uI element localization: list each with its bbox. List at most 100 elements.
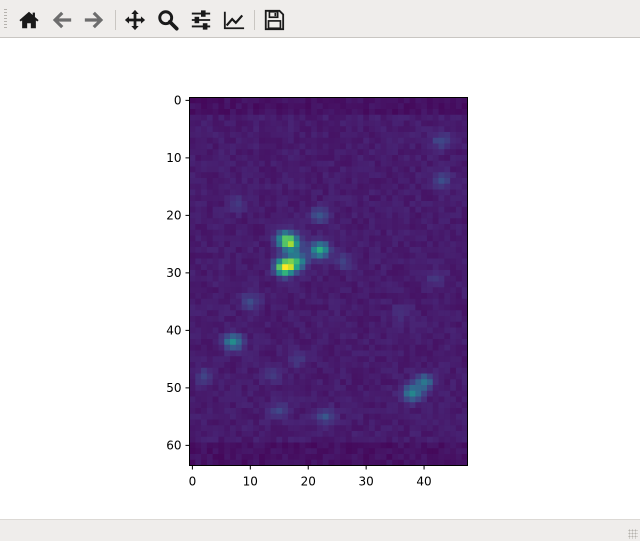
heatmap-cell bbox=[206, 155, 214, 162]
heatmap-cell bbox=[322, 206, 329, 213]
heatmap-cell bbox=[403, 304, 410, 311]
pan-button[interactable] bbox=[122, 7, 148, 33]
heatmap-cell bbox=[444, 137, 451, 144]
heatmap-cell bbox=[426, 293, 434, 300]
heatmap-cell bbox=[201, 431, 208, 438]
heatmap-cell bbox=[415, 252, 422, 259]
configure-subplots-button[interactable] bbox=[188, 7, 214, 33]
heatmap-cell bbox=[322, 454, 329, 461]
heatmap-cell bbox=[380, 310, 387, 317]
heatmap-cell bbox=[276, 310, 283, 317]
heatmap-cell bbox=[351, 396, 358, 403]
heatmap-cell bbox=[380, 155, 387, 162]
heatmap-cell bbox=[322, 327, 329, 334]
heatmap-cell bbox=[218, 419, 225, 426]
heatmap-cell bbox=[398, 206, 405, 213]
heatmap-cell bbox=[264, 247, 271, 254]
home-button[interactable] bbox=[16, 7, 42, 33]
heatmap-cell bbox=[380, 333, 387, 340]
heatmap-cell bbox=[230, 183, 237, 190]
heatmap-cell bbox=[316, 229, 324, 236]
heatmap-cell bbox=[409, 160, 416, 167]
heatmap-cell bbox=[305, 103, 312, 110]
heatmap-cell bbox=[374, 172, 382, 179]
heatmap-cell bbox=[270, 103, 277, 110]
heatmap-cell bbox=[264, 459, 271, 466]
heatmap-cell bbox=[276, 413, 283, 420]
heatmap-cell bbox=[293, 287, 300, 294]
heatmap-cell bbox=[270, 270, 277, 277]
heatmap-cell bbox=[363, 321, 370, 328]
heatmap-cell bbox=[287, 132, 295, 139]
heatmap-cell bbox=[299, 459, 306, 466]
heatmap-cell bbox=[201, 258, 208, 265]
heatmap-cell bbox=[282, 431, 289, 438]
heatmap-cell bbox=[444, 149, 451, 156]
heatmap-cell bbox=[444, 390, 451, 397]
heatmap-cell bbox=[374, 408, 382, 415]
heatmap-cell bbox=[212, 459, 219, 466]
resize-grip[interactable] bbox=[628, 529, 638, 539]
heatmap-cell bbox=[201, 247, 208, 254]
heatmap-cell bbox=[328, 212, 335, 219]
heatmap-cell bbox=[461, 327, 468, 334]
heatmap-cell bbox=[345, 339, 353, 346]
back-button[interactable] bbox=[49, 7, 75, 33]
heatmap-cell bbox=[421, 114, 428, 121]
heatmap-cell bbox=[461, 350, 468, 357]
heatmap-cell bbox=[224, 132, 231, 139]
heatmap-cell bbox=[403, 183, 410, 190]
heatmap-cell bbox=[369, 344, 376, 351]
heatmap-cell bbox=[201, 201, 208, 208]
figure-canvas[interactable]: 0 10 20 30 40 0 10 20 30 40 50 60 bbox=[0, 38, 640, 519]
heatmap-cell bbox=[398, 362, 405, 369]
edit-axis-button[interactable] bbox=[221, 7, 247, 33]
heatmap-cell bbox=[247, 212, 254, 219]
heatmap-cell bbox=[287, 143, 295, 150]
heatmap-cell bbox=[357, 235, 364, 242]
heatmap-cell bbox=[195, 327, 202, 334]
heatmap-cell bbox=[369, 218, 376, 225]
zoom-button[interactable] bbox=[155, 7, 181, 33]
heatmap-cell bbox=[241, 448, 248, 455]
toolbar-grip[interactable] bbox=[4, 9, 7, 29]
heatmap-cell bbox=[426, 206, 434, 213]
heatmap-cell bbox=[270, 189, 277, 196]
heatmap-cell bbox=[259, 459, 266, 466]
heatmap-cell bbox=[432, 350, 439, 357]
heatmap-cell bbox=[259, 293, 266, 300]
heatmap-cell bbox=[392, 425, 399, 432]
forward-button[interactable] bbox=[81, 7, 107, 33]
heatmap-cell bbox=[334, 137, 341, 144]
heatmap-cell bbox=[270, 264, 277, 271]
heatmap-cell bbox=[409, 287, 416, 294]
heatmap-cell bbox=[224, 362, 231, 369]
heatmap-cell bbox=[206, 373, 214, 380]
heatmap-cell bbox=[432, 160, 439, 167]
heatmap-cell bbox=[311, 247, 318, 254]
heatmap-cell bbox=[264, 178, 271, 185]
heatmap-cell bbox=[282, 385, 289, 392]
heatmap-cell bbox=[369, 379, 376, 386]
heatmap-cell bbox=[450, 270, 457, 277]
heatmap-cell bbox=[386, 103, 393, 110]
heatmap-cell bbox=[259, 385, 266, 392]
heatmap-cell bbox=[259, 229, 266, 236]
heatmap-cell bbox=[201, 385, 208, 392]
save-button[interactable] bbox=[261, 7, 287, 33]
heatmap-cell bbox=[340, 252, 347, 259]
heatmap-cell bbox=[409, 189, 416, 196]
heatmap-cell bbox=[264, 431, 271, 438]
heatmap-cell bbox=[293, 321, 300, 328]
heatmap-cell bbox=[369, 390, 376, 397]
heatmap-cell bbox=[345, 344, 353, 351]
heatmap-cell bbox=[426, 212, 434, 219]
heatmap-cell bbox=[403, 275, 410, 282]
heatmap-cell bbox=[328, 293, 335, 300]
heatmap-cell bbox=[351, 229, 358, 236]
heatmap-cell bbox=[432, 304, 439, 311]
heatmap-cell bbox=[357, 362, 364, 369]
heatmap-cell bbox=[328, 327, 335, 334]
heatmap-cell bbox=[305, 436, 312, 443]
